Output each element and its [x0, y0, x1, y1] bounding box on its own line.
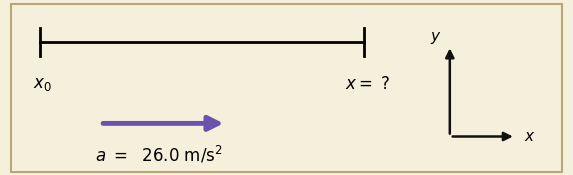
Text: $x$: $x$	[524, 129, 536, 144]
Text: $a\ =\ $ 26.0 m/s$^2$: $a\ =\ $ 26.0 m/s$^2$	[95, 144, 222, 165]
Text: $x =$ ?: $x =$ ?	[345, 75, 391, 93]
Text: $x_0$: $x_0$	[33, 75, 52, 93]
Text: $y$: $y$	[430, 30, 441, 47]
